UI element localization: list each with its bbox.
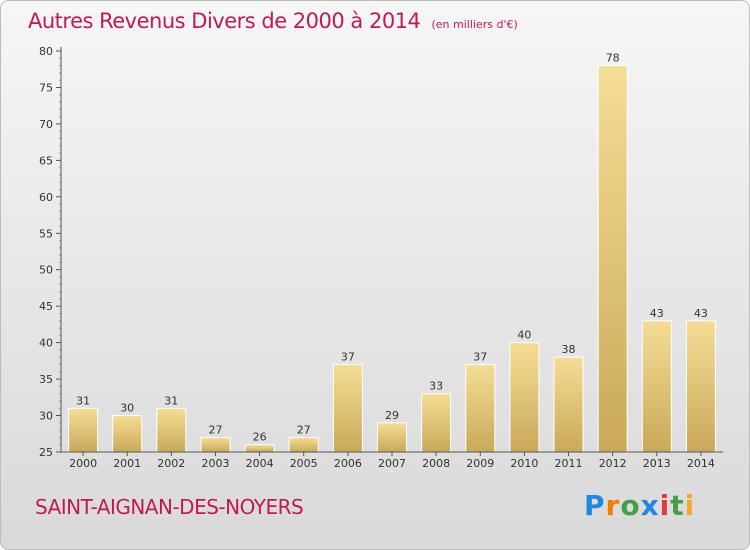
y-tick-label: 75 <box>39 82 53 95</box>
bar-value-label: 29 <box>385 409 399 422</box>
x-tick-label: 2013 <box>643 457 671 470</box>
x-tick-label: 2006 <box>334 457 362 470</box>
y-tick-label: 60 <box>39 191 53 204</box>
y-tick-label: 25 <box>39 446 53 459</box>
bar-2012 <box>597 65 628 453</box>
bar-value-label: 26 <box>253 431 267 444</box>
x-tick-label: 2009 <box>466 457 494 470</box>
chart-title: Autres Revenus Divers de 2000 à 2014 <box>28 9 421 33</box>
x-tick-label: 2002 <box>157 457 185 470</box>
y-tick-label: 55 <box>39 227 53 240</box>
bar-2013 <box>641 320 672 453</box>
x-tick-label: 2001 <box>113 457 141 470</box>
bar-value-label: 37 <box>341 351 355 364</box>
y-tick-label: 40 <box>39 337 53 350</box>
bar-value-label: 30 <box>120 402 134 415</box>
x-tick-label: 2005 <box>290 457 318 470</box>
y-tick-label: 50 <box>39 264 53 277</box>
bar-2008 <box>421 393 452 453</box>
title-row: Autres Revenus Divers de 2000 à 2014 (en… <box>28 9 518 33</box>
logo-letter: i <box>684 489 696 522</box>
x-tick-label: 2010 <box>510 457 538 470</box>
bar-2000 <box>68 407 99 453</box>
bar-value-label: 27 <box>297 423 311 436</box>
bar-value-label: 78 <box>606 52 620 65</box>
bar-value-label: 33 <box>429 380 443 393</box>
x-tick-label: 2007 <box>378 457 406 470</box>
bar-value-label: 27 <box>209 423 223 436</box>
logo-letter: o <box>620 489 641 522</box>
bar-2005 <box>288 436 319 453</box>
bar-value-label: 38 <box>562 343 576 356</box>
bar-2002 <box>156 407 187 453</box>
bar-2010 <box>509 342 540 453</box>
logo-letter: x <box>640 489 660 522</box>
bar-2003 <box>200 436 231 453</box>
bar-value-label: 37 <box>473 351 487 364</box>
axes-layer <box>56 47 723 456</box>
y-tick-label: 35 <box>39 373 53 386</box>
logo-letter: P <box>584 489 606 522</box>
bar-2004 <box>244 444 275 453</box>
y-tick-label: 80 <box>39 45 53 58</box>
bar-value-label: 31 <box>76 394 90 407</box>
x-tick-label: 2014 <box>687 457 715 470</box>
y-tick-label: 30 <box>39 410 53 423</box>
logo-letter: t <box>670 489 685 522</box>
bar-value-label: 43 <box>650 307 664 320</box>
x-tick-label: 2003 <box>202 457 230 470</box>
y-tick-label: 45 <box>39 300 53 313</box>
x-tick-label: 2008 <box>422 457 450 470</box>
bar-2007 <box>377 422 407 453</box>
y-tick-label: 70 <box>39 118 53 131</box>
bar-2009 <box>465 364 496 453</box>
bar-value-label: 40 <box>517 329 531 342</box>
bar-2011 <box>553 356 584 453</box>
labels-layer: 31 2000 30 2001 31 2002 27 2003 26 2004 27 2005 37 20… <box>39 45 715 470</box>
bar-2006 <box>332 364 363 453</box>
bar-2001 <box>112 415 143 453</box>
chart-subtitle: (en milliers d'€) <box>431 18 518 31</box>
bar-2014 <box>685 320 716 453</box>
proxiti-logo: Proxiti <box>584 489 695 522</box>
bars-layer <box>68 65 716 453</box>
bar-value-label: 43 <box>694 307 708 320</box>
bar-value-label: 31 <box>164 394 178 407</box>
y-tick-label: 65 <box>39 154 53 167</box>
x-tick-label: 2011 <box>555 457 583 470</box>
x-tick-label: 2012 <box>599 457 627 470</box>
x-tick-label: 2004 <box>246 457 274 470</box>
logo-letter: i <box>659 489 671 522</box>
place-name: SAINT-AIGNAN-DES-NOYERS <box>35 495 304 519</box>
logo-letter: r <box>605 489 621 522</box>
x-tick-label: 2000 <box>69 457 97 470</box>
